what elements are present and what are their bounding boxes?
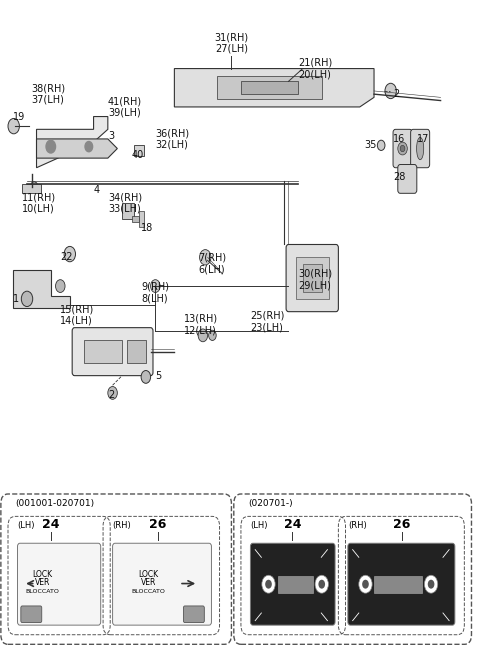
Circle shape <box>151 280 160 292</box>
Text: 41(RH)
39(LH): 41(RH) 39(LH) <box>108 96 142 118</box>
Text: 40: 40 <box>132 150 144 160</box>
Polygon shape <box>36 117 108 168</box>
FancyBboxPatch shape <box>348 543 455 625</box>
Text: 25(RH)
23(LH): 25(RH) 23(LH) <box>251 310 285 332</box>
Text: 17: 17 <box>417 134 429 144</box>
Text: 28: 28 <box>393 172 406 183</box>
Circle shape <box>209 330 216 341</box>
Circle shape <box>428 580 434 589</box>
Circle shape <box>377 140 385 150</box>
Text: 36(RH)
32(LH): 36(RH) 32(LH) <box>156 128 190 150</box>
Text: (RH): (RH) <box>113 521 132 530</box>
Text: (RH): (RH) <box>348 521 367 530</box>
FancyBboxPatch shape <box>21 606 42 622</box>
Bar <box>132 215 139 222</box>
Text: 9(RH)
8(LH): 9(RH) 8(LH) <box>141 282 169 303</box>
Text: 11(RH)
10(LH): 11(RH) 10(LH) <box>22 192 56 213</box>
Circle shape <box>359 575 372 593</box>
Circle shape <box>8 119 19 134</box>
Text: BLOCCATO: BLOCCATO <box>25 589 59 594</box>
Bar <box>22 184 41 194</box>
Circle shape <box>318 580 325 589</box>
Circle shape <box>141 370 151 383</box>
Text: (LH): (LH) <box>251 521 268 530</box>
Text: 34(RH)
33(LH): 34(RH) 33(LH) <box>108 192 142 213</box>
Text: 1: 1 <box>13 294 19 304</box>
FancyBboxPatch shape <box>398 164 417 194</box>
Bar <box>84 341 122 363</box>
Text: VER: VER <box>35 579 50 588</box>
FancyBboxPatch shape <box>113 543 212 625</box>
Bar <box>277 576 313 593</box>
Circle shape <box>56 280 65 292</box>
Text: (LH): (LH) <box>17 521 35 530</box>
Bar <box>303 264 322 292</box>
Text: 26: 26 <box>393 518 410 531</box>
Text: 21(RH)
20(LH): 21(RH) 20(LH) <box>298 58 332 79</box>
Text: 3: 3 <box>108 131 114 141</box>
Text: (020701-): (020701-) <box>248 499 293 508</box>
Bar <box>296 257 329 299</box>
Circle shape <box>46 140 56 153</box>
Text: 38(RH)
37(LH): 38(RH) 37(LH) <box>32 83 66 105</box>
Bar <box>241 81 298 94</box>
FancyBboxPatch shape <box>72 328 153 375</box>
Text: 26: 26 <box>149 518 167 531</box>
Circle shape <box>424 575 438 593</box>
Text: (001001-020701): (001001-020701) <box>15 499 94 508</box>
Bar <box>134 144 144 156</box>
FancyBboxPatch shape <box>393 130 412 168</box>
Text: 18: 18 <box>141 224 153 233</box>
Circle shape <box>108 386 117 399</box>
Polygon shape <box>13 270 70 308</box>
Circle shape <box>265 580 272 589</box>
Polygon shape <box>36 139 117 158</box>
FancyBboxPatch shape <box>183 606 204 622</box>
Circle shape <box>385 83 396 99</box>
Circle shape <box>85 141 93 152</box>
Text: 24: 24 <box>42 518 60 531</box>
Text: 24: 24 <box>284 518 301 531</box>
Text: 4: 4 <box>94 185 100 195</box>
FancyBboxPatch shape <box>251 543 335 625</box>
Text: 2: 2 <box>108 390 114 400</box>
Text: BLOCCATO: BLOCCATO <box>132 589 165 594</box>
Bar <box>374 576 421 593</box>
Bar <box>217 76 322 99</box>
FancyBboxPatch shape <box>17 543 101 625</box>
Circle shape <box>198 329 208 342</box>
Text: 30(RH)
29(LH): 30(RH) 29(LH) <box>298 269 332 290</box>
Polygon shape <box>174 68 374 107</box>
Bar <box>122 203 134 219</box>
Circle shape <box>362 580 369 589</box>
Bar <box>139 210 144 226</box>
Circle shape <box>262 575 275 593</box>
FancyBboxPatch shape <box>410 130 430 168</box>
Text: 13(RH)
12(LH): 13(RH) 12(LH) <box>184 313 218 335</box>
Text: 16: 16 <box>393 134 405 144</box>
Circle shape <box>200 250 211 265</box>
Text: 7(RH)
6(LH): 7(RH) 6(LH) <box>198 253 226 275</box>
Text: LOCK: LOCK <box>32 570 52 579</box>
Text: VER: VER <box>141 579 156 588</box>
Circle shape <box>398 142 408 155</box>
Circle shape <box>400 145 405 152</box>
Text: 22: 22 <box>60 252 73 263</box>
FancyBboxPatch shape <box>286 244 338 312</box>
Circle shape <box>315 575 328 593</box>
Circle shape <box>21 291 33 306</box>
Text: 5: 5 <box>156 371 162 381</box>
Bar <box>127 341 146 363</box>
Text: 2: 2 <box>393 89 399 99</box>
Text: 35: 35 <box>364 141 377 150</box>
Text: 31(RH)
27(LH): 31(RH) 27(LH) <box>215 32 249 54</box>
Text: LOCK: LOCK <box>138 570 158 579</box>
Circle shape <box>30 182 38 192</box>
Text: 15(RH)
14(LH): 15(RH) 14(LH) <box>60 304 95 326</box>
Circle shape <box>64 246 75 262</box>
Ellipse shape <box>417 137 424 160</box>
Text: 19: 19 <box>13 112 25 121</box>
